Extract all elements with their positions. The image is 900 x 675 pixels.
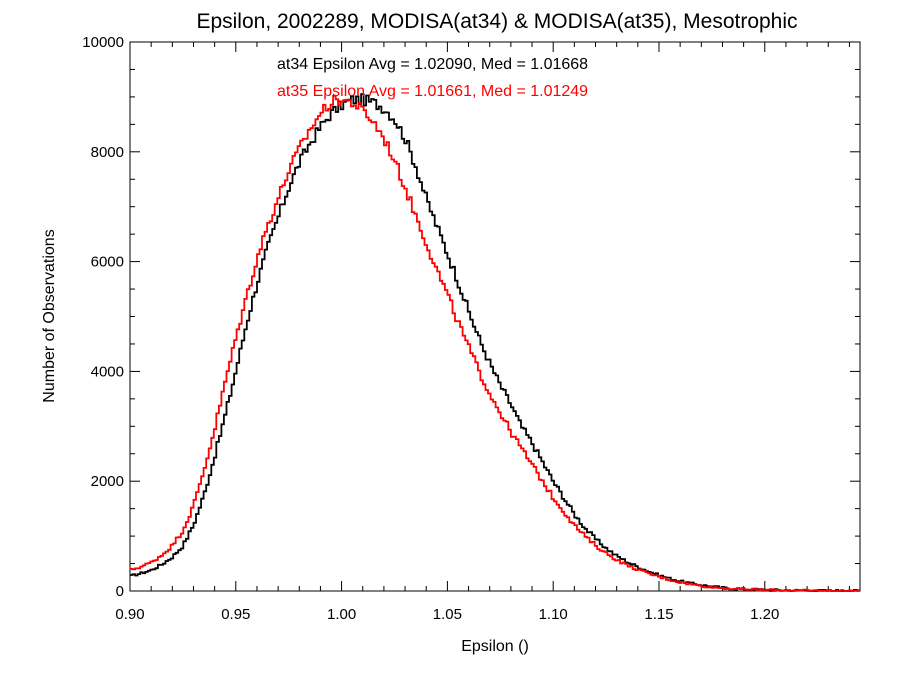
x-axis-label: Epsilon () (461, 638, 529, 655)
y-tick-label: 4000 (91, 363, 124, 380)
x-tick-label: 1.20 (750, 606, 779, 623)
y-tick-label: 0 (116, 583, 124, 600)
y-tick-label: 6000 (91, 254, 124, 271)
x-tick-label: 1.10 (539, 606, 568, 623)
annotation-at35: at35 Epsilon Avg = 1.01661, Med = 1.0124… (277, 83, 588, 100)
x-tick-label: 1.00 (327, 606, 356, 623)
annotation-at34: at34 Epsilon Avg = 1.02090, Med = 1.0166… (277, 56, 588, 73)
y-tick-label: 8000 (91, 144, 124, 161)
plot-frame (129, 41, 861, 592)
series-layer (130, 93, 860, 592)
x-tick-label: 0.90 (115, 606, 144, 623)
x-tick-label: 1.15 (644, 606, 673, 623)
axis-ticks: 0.90 0.95 1.00 1.05 1.10 1.15 1.20 0 2000 4000 600… (82, 34, 860, 623)
y-axis-label: Number of Observations (41, 229, 58, 402)
histogram-series-0 (130, 93, 860, 592)
chart-title: Epsilon, 2002289, MODISA(at34) & MODISA(… (196, 10, 797, 33)
y-tick-label: 10000 (82, 34, 124, 51)
y-tick-label: 2000 (91, 473, 124, 490)
histogram-series-1 (130, 95, 860, 592)
x-tick-label: 1.05 (433, 606, 462, 623)
x-tick-label: 0.95 (221, 606, 250, 623)
